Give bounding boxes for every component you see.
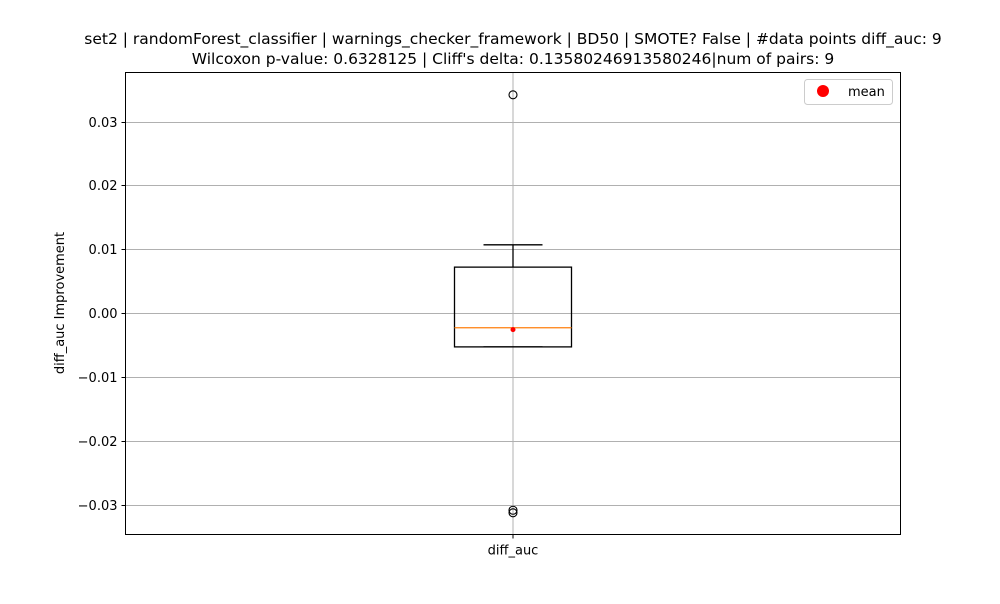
box-layer (453, 90, 573, 518)
plot-area-frame (125, 72, 901, 535)
chart-subtitle: Wilcoxon p-value: 0.6328125 | Cliff's de… (192, 50, 835, 68)
x-tick-label: diff_auc (488, 544, 539, 559)
legend-frame (804, 79, 893, 105)
mean-marker (510, 327, 516, 333)
y-axis-label: diff_auc Improvement (53, 232, 68, 374)
y-tick-label: 0.01 (89, 243, 118, 258)
y-axis-ticks: 0.03 0.02 0.01 0.00 −0.01 −0.02 −0.03 (78, 116, 126, 514)
chart-title: set2 | randomForest_classifier | warning… (84, 30, 942, 49)
outlier-point (508, 505, 518, 515)
y-tick-label: −0.01 (78, 371, 118, 386)
y-tick-label: 0.00 (89, 307, 118, 322)
y-tick-label: −0.03 (78, 499, 118, 514)
legend-mean-label: mean (848, 85, 885, 100)
y-tick-label: 0.02 (89, 179, 118, 194)
x-axis-ticks: diff_auc (488, 534, 539, 559)
legend: mean (804, 79, 893, 105)
outlier-point (508, 508, 518, 518)
outlier-point (508, 90, 518, 100)
y-tick-label: 0.03 (89, 116, 118, 131)
y-tick-label: −0.02 (78, 435, 118, 450)
legend-mean-marker (817, 85, 829, 97)
box-iqr (453, 266, 573, 348)
